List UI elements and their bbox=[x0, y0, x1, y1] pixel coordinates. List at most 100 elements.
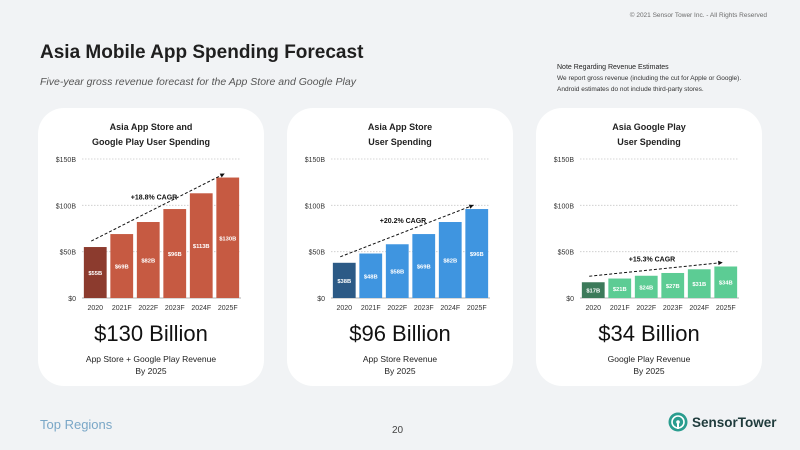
bar bbox=[136, 222, 160, 298]
bar-value-label: $55B bbox=[88, 271, 102, 277]
card-title-line: User Spending bbox=[368, 137, 432, 147]
caption-line: App Store Revenue bbox=[362, 354, 438, 364]
card-title-line: Asia Google Play bbox=[612, 122, 686, 132]
x-tick-label: 2023F bbox=[165, 305, 185, 312]
y-tick-label: $150B bbox=[56, 157, 77, 164]
bar-value-label: $130B bbox=[219, 236, 236, 242]
note-title: Note Regarding Revenue Estimates bbox=[557, 64, 669, 71]
note-line: Android estimates do not include third-p… bbox=[557, 86, 704, 93]
bar bbox=[385, 244, 409, 298]
sensor-tower-logo-icon bbox=[668, 412, 688, 432]
bar-value-label: $96B bbox=[168, 252, 182, 258]
cagr-arrowhead bbox=[219, 173, 225, 178]
page-number: 20 bbox=[392, 425, 404, 436]
x-tick-label: 2022F bbox=[387, 305, 407, 312]
chart-combined: $0 $50B $100B $150B $55B 2020 $69B 2021F $82B 202… bbox=[56, 157, 241, 312]
card-title-line: Asia App Store bbox=[367, 122, 433, 132]
chart-googleplay: $0 $50B $100B $150B $17B 2020 $21B 2021F $24B 202… bbox=[554, 157, 739, 312]
bar-value-label: $24B bbox=[639, 285, 653, 291]
bar bbox=[83, 247, 107, 298]
bar bbox=[687, 269, 711, 298]
bar-value-label: $31B bbox=[692, 282, 706, 288]
bar-value-label: $48B bbox=[364, 274, 378, 280]
card-title-line: Google Play User Spending bbox=[91, 137, 211, 147]
logo-word: Tower bbox=[737, 414, 777, 430]
card-caption: App Store Revenue By 2025 bbox=[287, 353, 513, 377]
page-subtitle: Five-year gross revenue forecast for the… bbox=[40, 76, 356, 88]
bar-value-label: $17B bbox=[586, 289, 600, 295]
card-title: Asia App Store User Spending bbox=[287, 120, 513, 150]
card-title: Asia Google Play User Spending bbox=[536, 120, 762, 150]
y-tick-label: $50B bbox=[60, 250, 77, 257]
cagr-annotation: +18.8% CAGR bbox=[131, 194, 178, 201]
bar-value-label: $58B bbox=[390, 270, 404, 276]
cagr-arrowhead bbox=[468, 204, 474, 209]
bar bbox=[359, 253, 383, 298]
bar-value-label: $69B bbox=[115, 265, 129, 271]
x-tick-label: 2025F bbox=[467, 305, 487, 312]
cagr-annotation: +15.3% CAGR bbox=[629, 256, 676, 263]
x-tick-label: 2020 bbox=[585, 305, 601, 312]
card-combined: Asia App Store and Google Play User Spen… bbox=[38, 108, 264, 386]
big-number: $130 Billion bbox=[94, 321, 208, 346]
y-tick-label: $150B bbox=[305, 157, 326, 164]
x-tick-label: 2021F bbox=[112, 305, 132, 312]
x-tick-label: 2022F bbox=[636, 305, 656, 312]
bar-value-label: $38B bbox=[337, 279, 351, 285]
bar bbox=[110, 234, 134, 298]
y-tick-label: $150B bbox=[554, 157, 575, 164]
cagr-trend-line bbox=[340, 204, 474, 258]
bar bbox=[189, 193, 213, 298]
x-tick-label: 2021F bbox=[361, 305, 381, 312]
y-tick-label: $0 bbox=[68, 296, 76, 303]
caption-line: By 2025 bbox=[384, 366, 416, 376]
caption-line: Google Play Revenue bbox=[607, 354, 691, 364]
big-number: $96 Billion bbox=[349, 321, 451, 346]
note-line: We report gross revenue (including the c… bbox=[557, 75, 742, 82]
chart-appstore: $0 $50B $100B $150B $38B 2020 $48B 2021F $58B 202… bbox=[305, 157, 490, 312]
y-tick-label: $0 bbox=[566, 296, 574, 303]
y-tick-label: $50B bbox=[309, 250, 326, 257]
x-tick-label: 2023F bbox=[663, 305, 683, 312]
caption-line: App Store + Google Play Revenue bbox=[85, 354, 217, 364]
caption-line: By 2025 bbox=[135, 366, 167, 376]
bar bbox=[661, 272, 685, 298]
x-tick-label: 2020 bbox=[336, 305, 352, 312]
sensor-tower-logo: SensorTower bbox=[668, 412, 777, 432]
page-title: Asia Mobile App Spending Forecast bbox=[40, 42, 364, 63]
section-label[interactable]: Top Regions bbox=[40, 417, 113, 432]
x-tick-label: 2025F bbox=[716, 305, 736, 312]
bar bbox=[714, 266, 738, 298]
card-title-line: User Spending bbox=[617, 137, 681, 147]
x-tick-label: 2024F bbox=[689, 305, 709, 312]
bar-value-label: $21B bbox=[613, 287, 627, 293]
x-tick-label: 2024F bbox=[191, 305, 211, 312]
x-tick-label: 2020 bbox=[87, 305, 103, 312]
x-tick-label: 2022F bbox=[138, 305, 158, 312]
bar-value-label: $96B bbox=[470, 252, 484, 258]
card-title: Asia App Store and Google Play User Spen… bbox=[38, 120, 264, 150]
bar-value-label: $82B bbox=[443, 259, 457, 265]
big-number: $34 Billion bbox=[598, 321, 700, 346]
card-appstore: Asia App Store User Spending $0 $50B $100B… bbox=[287, 108, 513, 386]
bar-value-label: $69B bbox=[417, 265, 431, 271]
bar bbox=[216, 177, 240, 298]
bar bbox=[581, 282, 605, 298]
card-caption: App Store + Google Play Revenue By 2025 bbox=[38, 353, 264, 377]
y-tick-label: $0 bbox=[317, 296, 325, 303]
bar bbox=[332, 262, 356, 298]
x-tick-label: 2025F bbox=[218, 305, 238, 312]
logo-wordmark: SensorTower bbox=[692, 415, 777, 430]
bar-value-label: $27B bbox=[666, 284, 680, 290]
bar bbox=[412, 234, 436, 298]
y-tick-label: $100B bbox=[56, 203, 77, 210]
logo-word: Sensor bbox=[692, 414, 738, 430]
caption-line: By 2025 bbox=[633, 366, 665, 376]
bar bbox=[634, 275, 658, 298]
copyright: © 2021 Sensor Tower Inc. - All Rights Re… bbox=[629, 12, 767, 19]
cagr-arrowhead bbox=[718, 260, 723, 266]
x-tick-label: 2024F bbox=[440, 305, 460, 312]
bar-value-label: $113B bbox=[193, 244, 210, 250]
y-tick-label: $100B bbox=[554, 203, 575, 210]
card-caption: Google Play Revenue By 2025 bbox=[536, 353, 762, 377]
